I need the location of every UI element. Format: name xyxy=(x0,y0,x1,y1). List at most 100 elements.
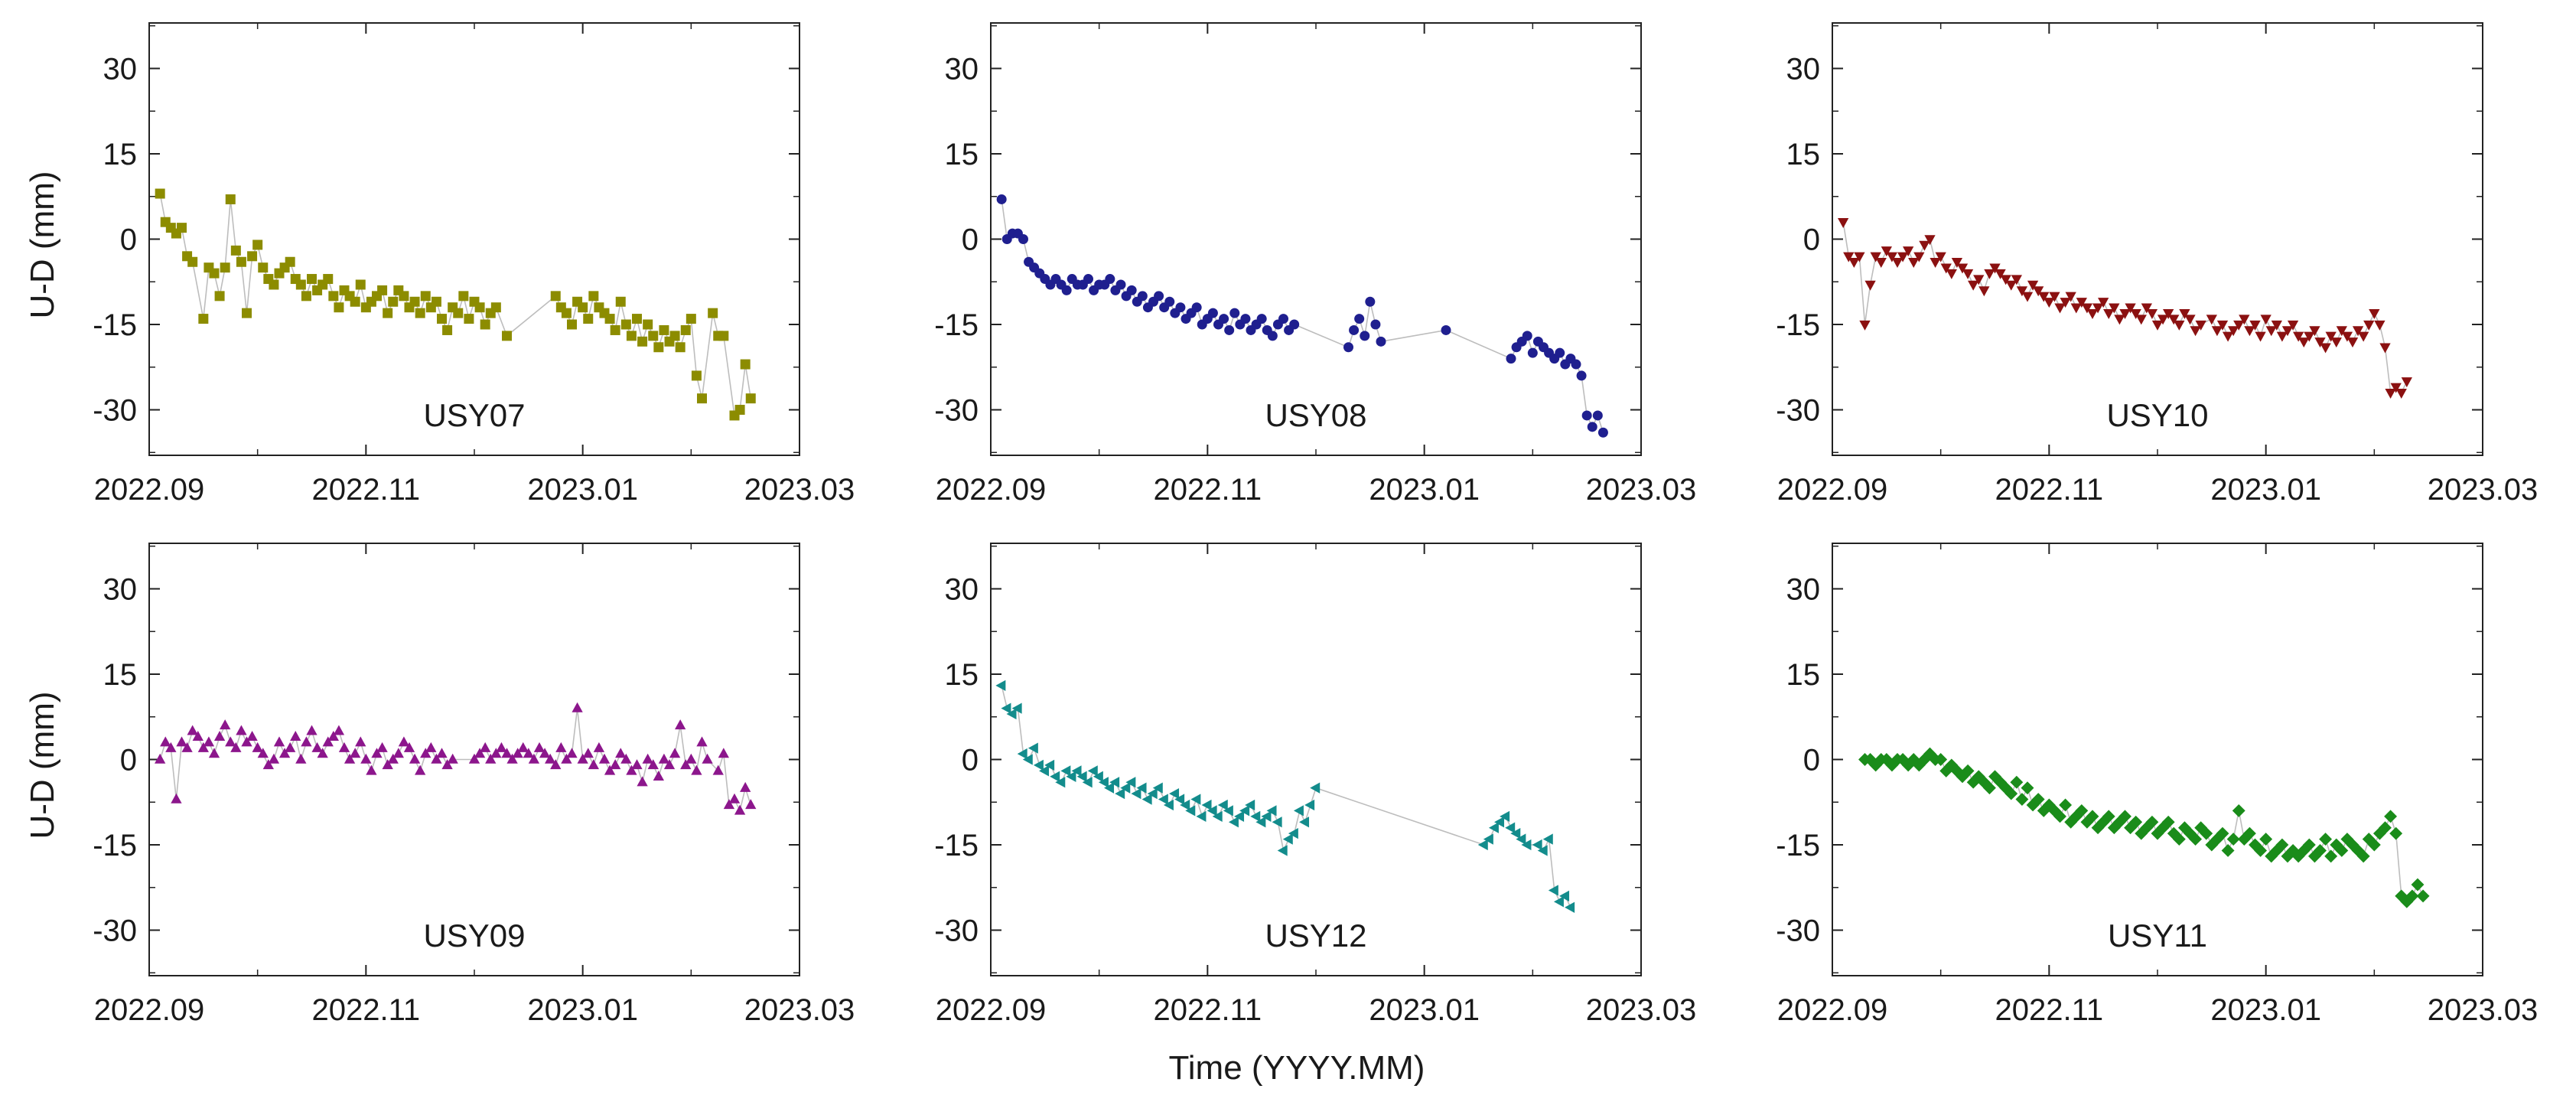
data-point xyxy=(1027,742,1038,754)
data-point xyxy=(528,753,540,764)
data-point xyxy=(360,753,372,764)
data-point xyxy=(1224,324,1235,335)
x-tick-label: 2023.03 xyxy=(1586,993,1697,1027)
data-point xyxy=(512,748,523,758)
station-label: USY08 xyxy=(1265,397,1366,433)
data-point xyxy=(2254,843,2268,857)
data-point xyxy=(1919,240,1930,251)
data-point xyxy=(285,256,295,267)
data-point xyxy=(1939,764,1953,777)
data-point xyxy=(718,331,729,341)
data-point xyxy=(1843,252,1855,262)
data-point xyxy=(2249,320,2261,331)
data-point xyxy=(2065,292,2076,302)
data-point xyxy=(442,324,453,335)
data-point xyxy=(399,291,409,302)
data-point xyxy=(177,223,187,233)
data-point xyxy=(2037,803,2050,817)
data-point xyxy=(338,742,350,752)
data-point xyxy=(583,314,594,324)
x-tick-label: 2023.03 xyxy=(2428,993,2539,1027)
data-point xyxy=(2255,331,2266,342)
data-point xyxy=(398,736,410,747)
panel-usy11: 30 15 0 -15 -30 2022.09 2022.11 2023.01 2023.03 U… xyxy=(1776,543,2538,1027)
data-point xyxy=(1483,833,1493,845)
data-point xyxy=(1995,269,2006,279)
data-point xyxy=(740,781,751,792)
data-point xyxy=(2369,308,2380,319)
data-point xyxy=(2346,337,2359,348)
data-point xyxy=(1018,234,1028,244)
data-point xyxy=(1940,263,1952,274)
data-point xyxy=(696,736,708,747)
data-point xyxy=(1510,827,1521,839)
data-point xyxy=(409,296,420,307)
x-tick-label: 2022.11 xyxy=(1995,993,2104,1027)
data-point xyxy=(2059,798,2073,812)
data-point xyxy=(550,291,561,302)
data-point xyxy=(561,308,572,318)
data-point xyxy=(2060,298,2071,308)
data-point xyxy=(2195,320,2206,331)
y-tick-label: -15 xyxy=(1776,308,1820,342)
data-point xyxy=(197,742,209,752)
data-point xyxy=(376,742,388,752)
data-point xyxy=(1522,331,1532,341)
x-tick-label: 2022.09 xyxy=(1777,993,1888,1027)
x-tick-label: 2023.01 xyxy=(2210,993,2321,1027)
x-tick-label: 2023.01 xyxy=(2210,473,2321,507)
data-point xyxy=(2156,821,2170,835)
data-point xyxy=(160,736,171,747)
data-point xyxy=(2374,320,2385,331)
data-point xyxy=(1935,252,1946,262)
panel-usy10: 30 15 0 -15 -30 2022.09 2022.11 2023.01 2023.03 U… xyxy=(1776,22,2538,507)
data-point xyxy=(1239,805,1250,817)
data-point xyxy=(2145,815,2159,829)
data-point xyxy=(437,314,447,324)
data-point xyxy=(269,279,279,290)
data-point xyxy=(2239,315,2250,325)
data-point xyxy=(334,302,344,313)
data-point xyxy=(2222,331,2234,342)
data-point xyxy=(1169,787,1180,800)
data-point xyxy=(2038,292,2050,302)
data-point xyxy=(2259,833,2273,846)
data-point xyxy=(539,748,551,758)
data-point xyxy=(1234,810,1245,822)
station-label: USY07 xyxy=(423,397,525,433)
data-point xyxy=(620,753,632,764)
data-point xyxy=(2395,889,2408,903)
data-point xyxy=(355,736,366,747)
data-point xyxy=(1516,833,1526,845)
data-point xyxy=(2109,303,2120,314)
y-tick-label: 0 xyxy=(120,223,137,257)
data-point xyxy=(441,759,453,770)
data-point xyxy=(533,742,545,752)
data-point xyxy=(1185,805,1196,817)
y-tick-label: -30 xyxy=(93,914,137,948)
panel-usy09: 30 15 0 -15 -30 2022.09 2022.11 2023.01 2023.03 U… xyxy=(93,543,855,1027)
data-point xyxy=(1277,845,1288,856)
data-point xyxy=(2379,343,2391,354)
data-point xyxy=(214,291,225,302)
data-point xyxy=(648,331,659,341)
data-point xyxy=(1370,319,1381,330)
data-point xyxy=(2405,889,2419,903)
data-point xyxy=(1061,285,1072,295)
data-point xyxy=(468,753,480,764)
data-point xyxy=(561,753,572,764)
data-point xyxy=(403,742,415,752)
data-point xyxy=(1109,777,1120,788)
data-point xyxy=(425,742,437,752)
data-point xyxy=(2086,810,2099,823)
data-point xyxy=(2205,838,2219,852)
y-tick-label: -15 xyxy=(1776,829,1820,862)
data-point xyxy=(257,748,269,758)
data-point xyxy=(2107,821,2121,835)
y-tick-label: -30 xyxy=(1776,914,1820,948)
data-point xyxy=(2129,815,2143,829)
data-point xyxy=(307,274,317,285)
data-point xyxy=(659,324,669,335)
data-point xyxy=(327,730,339,741)
data-point xyxy=(2119,308,2131,319)
